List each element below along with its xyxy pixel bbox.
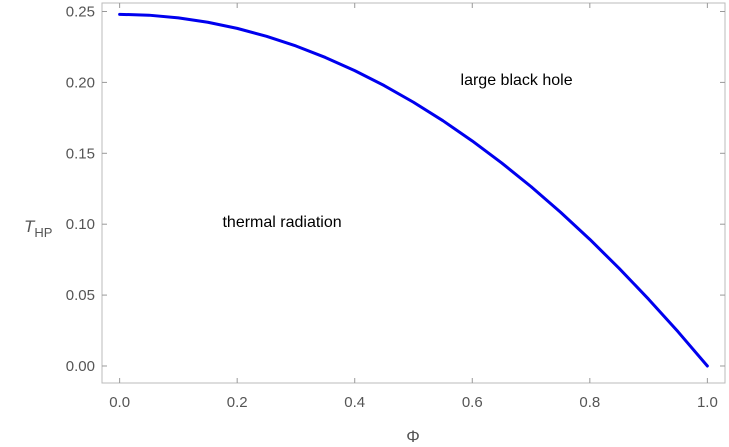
series-line (118, 12, 709, 368)
y-axis-label: THP (24, 217, 52, 240)
x-tick-label: 0.0 (109, 394, 130, 411)
x-tick-label: 0.2 (227, 394, 248, 411)
plot-frame (101, 2, 726, 384)
x-axis-ticks: 0.0 0.2 0.4 0.6 0.8 1.0 (109, 3, 718, 411)
y-tick-label: 0.00 (66, 358, 95, 375)
series-layer (118, 12, 709, 368)
y-tick-label: 0.05 (66, 287, 95, 304)
x-tick-label: 0.8 (579, 394, 600, 411)
x-axis-label: Φ (406, 427, 420, 446)
region-annotation: thermal radiation (222, 214, 341, 231)
y-tick-label: 0.20 (66, 74, 95, 91)
y-axis-label-main: T (24, 217, 36, 236)
y-axis-label-sub: HP (34, 225, 52, 240)
y-tick-label: 0.25 (66, 4, 95, 21)
annotation-layer: large black hole thermal radiation (222, 72, 572, 231)
y-axis-ticks: 0.00 0.05 0.10 0.15 0.20 0.25 (66, 4, 725, 375)
y-tick-label: 0.15 (66, 145, 95, 162)
region-annotation: large black hole (461, 72, 573, 89)
x-tick-label: 0.4 (344, 394, 365, 411)
x-tick-label: 1.0 (697, 394, 718, 411)
y-tick-label: 0.10 (66, 216, 95, 233)
x-tick-label: 0.6 (462, 394, 483, 411)
